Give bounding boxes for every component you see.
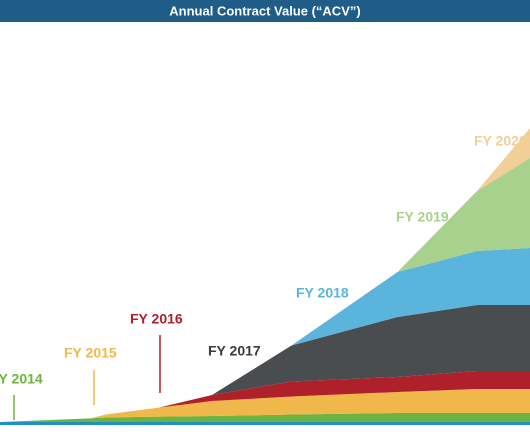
area [0,422,530,425]
area [90,389,530,419]
series-label: FY 2016 [130,311,183,327]
area [477,128,530,191]
area [397,158,530,272]
area [212,305,530,395]
labels: FY 2014 FY 2015 FY 2016 FY 2017 FY 2018 FY 20… [0,133,527,420]
series-label: FY 2019 [396,209,449,225]
series-label: FY 2020 [474,133,527,149]
area [291,248,530,346]
area [159,371,530,408]
series-label: FY 2014 [0,371,43,387]
series-label: FY 2015 [64,345,117,361]
areas [0,128,530,425]
series-label: FY 2018 [296,285,349,301]
chart-title: Annual Contract Value (“ACV”) [169,3,360,18]
area [0,413,530,422]
title-bar [0,0,530,22]
series-label: FY 2017 [208,343,261,359]
